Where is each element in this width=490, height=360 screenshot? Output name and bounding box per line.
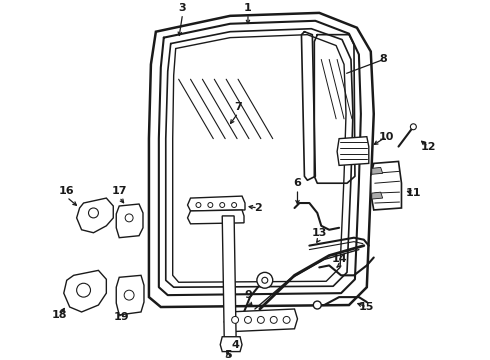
Text: 15: 15	[359, 302, 374, 312]
Text: 13: 13	[312, 228, 327, 238]
Text: 12: 12	[420, 141, 436, 152]
Circle shape	[313, 301, 321, 309]
Circle shape	[262, 277, 268, 283]
Circle shape	[245, 316, 251, 323]
Text: 3: 3	[179, 3, 186, 13]
Circle shape	[232, 316, 239, 323]
Polygon shape	[64, 270, 106, 312]
Circle shape	[270, 316, 277, 323]
Text: 19: 19	[113, 312, 129, 322]
Text: 18: 18	[52, 310, 68, 320]
Circle shape	[232, 203, 237, 207]
Polygon shape	[76, 198, 113, 233]
Text: 6: 6	[294, 178, 301, 188]
Circle shape	[411, 124, 416, 130]
Circle shape	[220, 203, 225, 207]
Circle shape	[257, 273, 273, 288]
Polygon shape	[149, 13, 374, 307]
Text: 17: 17	[111, 186, 127, 196]
Polygon shape	[371, 161, 401, 210]
Text: 1: 1	[244, 3, 252, 13]
Polygon shape	[372, 167, 383, 174]
Polygon shape	[337, 137, 369, 165]
Polygon shape	[220, 337, 242, 352]
Polygon shape	[188, 196, 245, 211]
Circle shape	[283, 316, 290, 323]
Polygon shape	[222, 216, 236, 342]
Circle shape	[76, 283, 91, 297]
Circle shape	[124, 290, 134, 300]
Polygon shape	[372, 192, 383, 199]
Text: 14: 14	[331, 255, 347, 265]
Circle shape	[125, 214, 133, 222]
Text: 11: 11	[406, 188, 421, 198]
Text: 8: 8	[380, 54, 388, 64]
Circle shape	[89, 208, 98, 218]
Polygon shape	[188, 210, 244, 224]
Polygon shape	[224, 309, 297, 332]
Text: 16: 16	[59, 186, 74, 196]
Polygon shape	[116, 204, 143, 238]
Text: 9: 9	[244, 290, 252, 300]
Circle shape	[208, 203, 213, 207]
Text: 10: 10	[379, 132, 394, 142]
Circle shape	[196, 203, 201, 207]
Text: 5: 5	[224, 350, 232, 360]
Circle shape	[257, 316, 264, 323]
Text: 7: 7	[234, 102, 242, 112]
Text: 4: 4	[231, 339, 239, 350]
Polygon shape	[116, 275, 144, 315]
Text: 2: 2	[254, 203, 262, 213]
